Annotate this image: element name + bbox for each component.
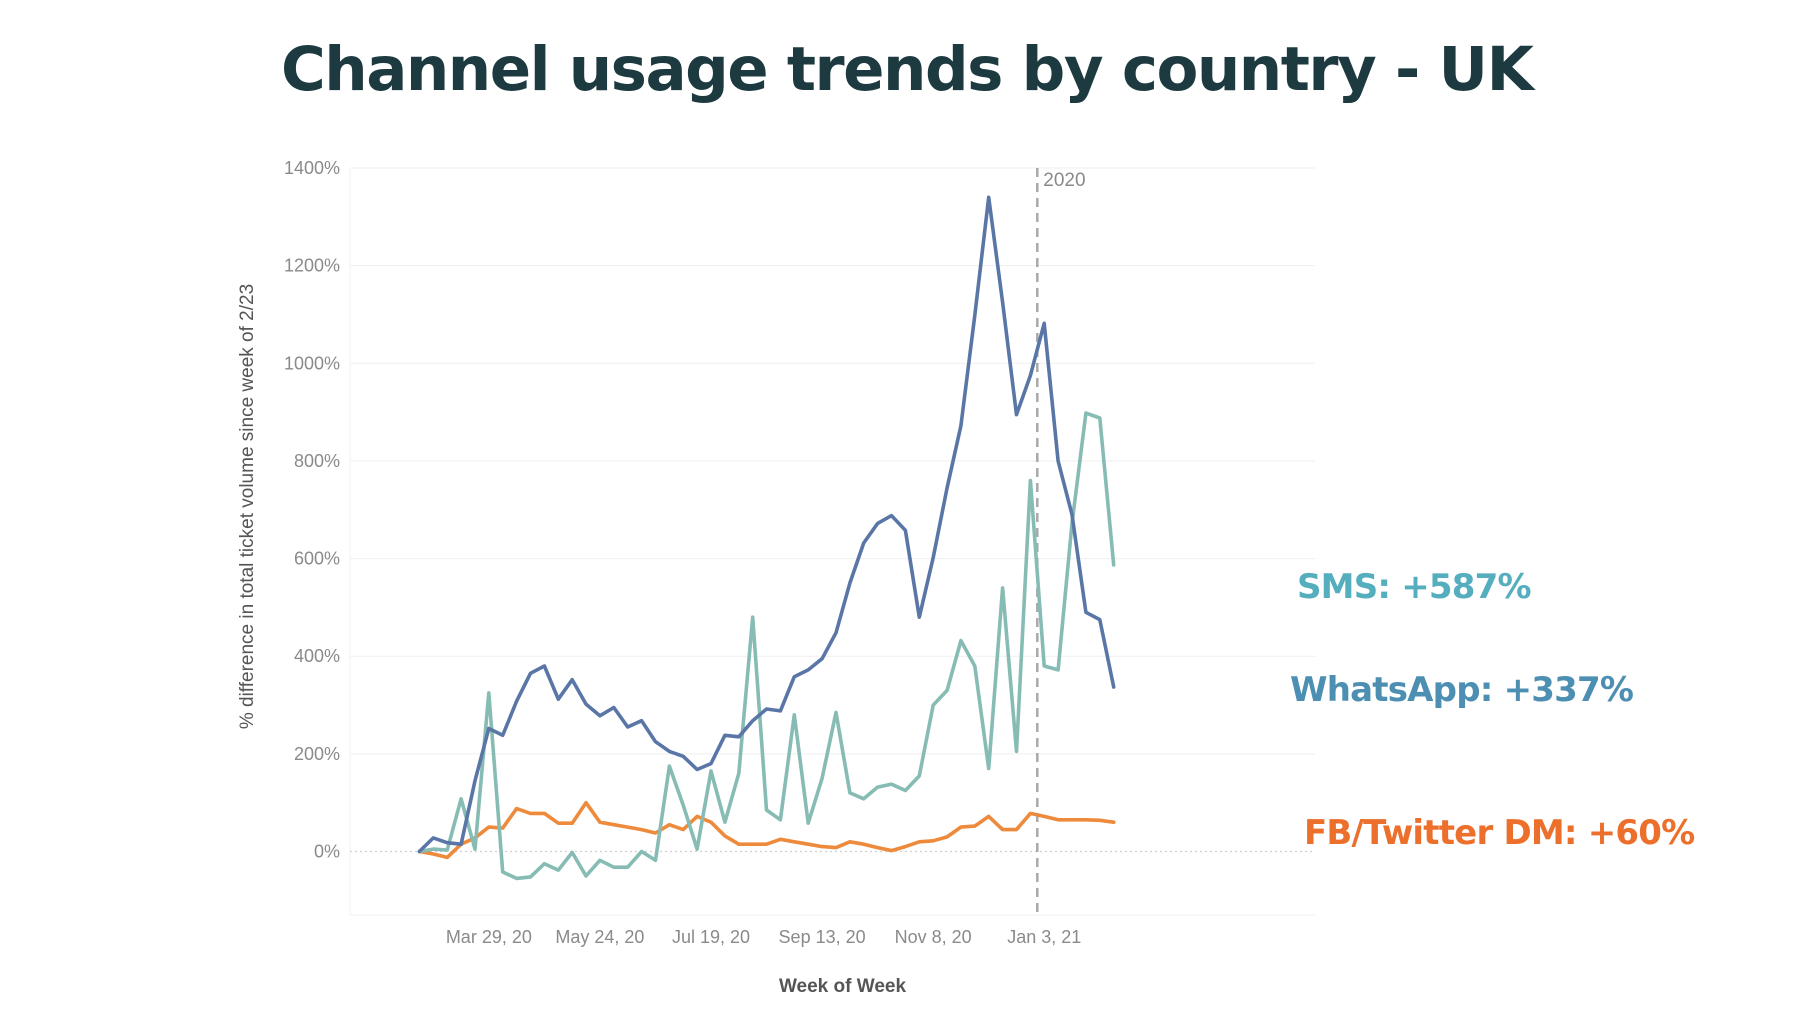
x-axis-title: Week of Week	[779, 976, 907, 997]
gridlines	[349, 167, 1315, 916]
series-label-sms: SMS: +587%	[1297, 567, 1531, 607]
page-title: Channel usage trends by country - UK	[281, 34, 1534, 105]
y-tick-label: 200%	[294, 744, 340, 764]
y-tick-label: 1200%	[284, 256, 340, 276]
x-tick-label: Jul 19, 20	[672, 927, 750, 947]
series-label-whatsapp: WhatsApp: +337%	[1290, 670, 1633, 710]
x-tick-label: Mar 29, 20	[446, 927, 532, 947]
y-axis-title: % difference in total ticket volume sinc…	[237, 284, 258, 729]
x-tick-label: Nov 8, 20	[895, 927, 972, 947]
series-line-sms	[417, 411, 1116, 881]
series-line-whatsapp	[417, 195, 1116, 854]
x-tick-label: Jan 3, 21	[1007, 927, 1081, 947]
series-line-fb	[417, 800, 1116, 860]
y-tick-label: 600%	[294, 549, 340, 569]
reference-line-label: 2020	[1043, 170, 1085, 191]
y-tick-label: 800%	[294, 451, 340, 471]
series-lines	[417, 195, 1116, 881]
y-tick-label: 0%	[314, 842, 340, 862]
x-axis-ticks: Mar 29, 20 May 24, 20 Jul 19, 20 Sep 13, 20…	[446, 927, 1081, 947]
x-tick-label: May 24, 20	[555, 927, 644, 947]
y-tick-label: 1400%	[284, 158, 340, 178]
x-tick-label: Sep 13, 20	[779, 927, 866, 947]
y-tick-label: 400%	[294, 646, 340, 666]
y-tick-label: 1000%	[284, 353, 340, 373]
y-axis-ticks: 0% 200% 400% 600% 800% 1000% 1200% 1400%	[284, 158, 340, 862]
series-label-fb-twitter: FB/Twitter DM: +60%	[1304, 813, 1694, 853]
